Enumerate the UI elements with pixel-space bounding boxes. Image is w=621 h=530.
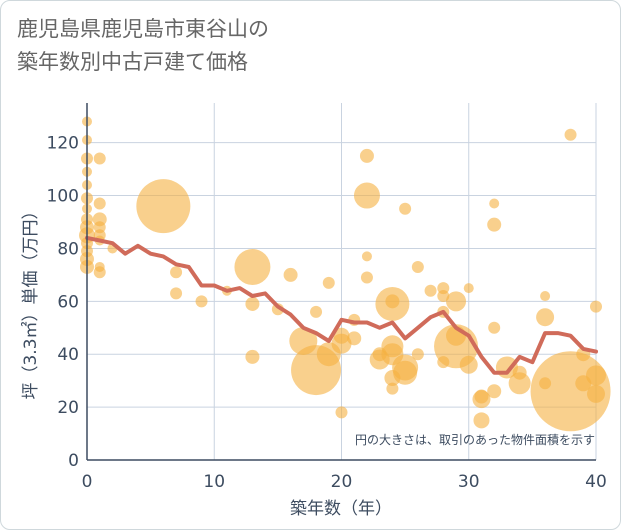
bubble-point [437,356,450,369]
bubble-point [360,271,373,284]
average-line-series [85,235,598,375]
bubble-point [463,283,474,294]
bubble-point [590,300,602,313]
y-tick-label: 80 [57,239,79,259]
bubble-point [353,182,380,209]
bubble-point [411,260,424,273]
bubble-point [289,327,318,355]
bubble-point [94,261,105,272]
bubble-point [399,202,412,215]
bubble-point [283,267,298,282]
bubble-point [359,148,374,163]
bubble-point [473,412,490,429]
bubble-point [489,198,500,209]
bubble-point [446,291,467,312]
bubble-point [93,197,106,210]
bubble-point [536,308,555,327]
bubble-point [539,377,552,390]
bubble-point [170,287,183,300]
bubble-point [322,276,335,289]
bubble-point [245,296,260,311]
x-tick-label: 20 [331,472,353,492]
bubble-point [136,179,191,234]
bubble-point [575,375,592,392]
chart-title-line-2: 築年数別中古戸建て価格 [17,50,248,74]
bubble-size-note: 円の大きさは、取引のあった物件面積を示す [355,432,595,447]
bubble-point [385,294,400,309]
bubble-point [564,128,577,141]
bubble-point [411,348,424,361]
bubble-point [93,152,106,165]
bubble-point [459,355,478,374]
x-axis-label: 築年数（年） [290,499,392,519]
y-tick-label: 40 [57,345,79,365]
chart-title: 鹿児島県鹿児島市東谷山の 築年数別中古戸建て価格 [17,13,269,79]
bubble-point [587,384,605,403]
x-tick-label: 10 [203,472,225,492]
bubble-point [437,282,450,295]
y-tick-label: 0 [68,451,79,471]
y-tick-label: 20 [57,398,79,418]
y-tick-label: 120 [47,134,79,154]
bubble-point [424,284,437,297]
bubble-point [487,384,502,399]
bubble-point [170,266,183,279]
x-tick-label: 0 [82,472,93,492]
bubble-point [333,327,350,344]
bubble-series [79,116,611,432]
x-tick-label: 40 [585,472,607,492]
bubble-point [245,349,260,364]
bubble-point [488,321,501,334]
bubble-point [386,382,399,395]
bubble-point [310,305,323,318]
average-price-line [85,235,598,375]
bubble-point [234,248,271,285]
bubble-point [335,406,348,419]
bubble-point [508,372,531,395]
bubble-point [487,217,502,232]
bubble-point [347,331,362,346]
bubble-point [195,295,208,308]
bubble-point [586,365,606,386]
bubble-point [474,389,489,404]
bubble-point [361,251,372,262]
bubble-point [372,347,387,362]
y-tick-label: 60 [57,292,79,312]
bubble-point [540,291,551,302]
chart-title-line-1: 鹿児島県鹿児島市東谷山の [17,17,269,41]
y-tick-label: 100 [47,187,79,207]
x-tick-label: 30 [458,472,480,492]
bubble-point [384,370,401,387]
bubble-point [512,365,527,380]
y-axis-label: 坪（3.3㎡）単価（万円） [21,202,41,399]
axis-ticks: 0 10 20 30 40 0 20 40 60 80 100 120 [47,103,607,492]
